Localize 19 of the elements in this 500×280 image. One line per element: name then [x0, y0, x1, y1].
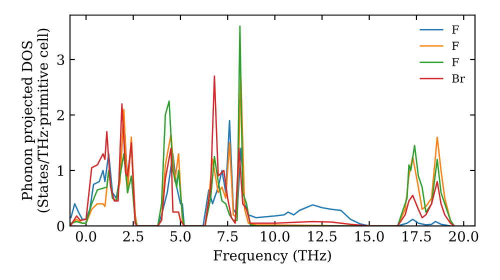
- y-tick-label: 3: [57, 54, 64, 65]
- y-tick-label: 1: [58, 165, 64, 176]
- y-tick-label: 0: [57, 220, 64, 232]
- x-axis-title: Frequency (THz): [214, 250, 331, 264]
- x-tick-label: 12.5: [308, 231, 336, 242]
- y-axis-title: Phonon projected DOS (States/THz·primitive cell): [22, 28, 51, 212]
- x-tick-label: 7.5: [218, 231, 238, 242]
- x-tick-label: 2.5: [123, 231, 144, 242]
- x-tick-label: 10.0: [261, 231, 290, 242]
- x-tick-label: 15.0: [356, 231, 384, 242]
- x-tick-label: 17.5: [402, 231, 431, 242]
- x-tick-label: 20.0: [449, 231, 478, 242]
- legend-label: F: [452, 58, 459, 66]
- legend-label: F: [452, 25, 459, 34]
- x-tick-label: 0.0: [76, 231, 96, 242]
- y-tick-label: 2: [57, 110, 64, 120]
- legend-label: Br: [452, 74, 465, 82]
- legend-label: F: [452, 42, 459, 50]
- x-tick-label: 5.0: [170, 231, 191, 242]
